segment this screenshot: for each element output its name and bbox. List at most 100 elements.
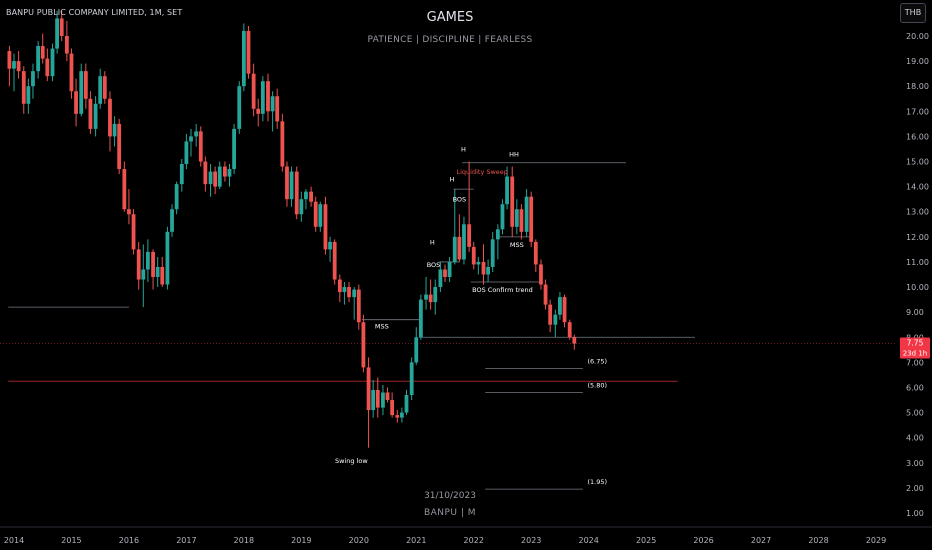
x-tick-label: 2020 [349, 536, 369, 545]
candle [203, 156, 208, 192]
candle [251, 63, 256, 117]
annotation-label: Liquidity Sweep [456, 168, 507, 176]
annotation-label: MSS [510, 241, 524, 249]
candle [270, 91, 275, 132]
candle [447, 256, 452, 283]
candle [457, 214, 462, 262]
y-tick-label: 19.00 [906, 57, 929, 66]
candle [55, 10, 59, 54]
candle [256, 98, 261, 127]
candle [16, 51, 21, 79]
candle [151, 249, 155, 290]
candle [395, 410, 400, 423]
candle [26, 78, 31, 114]
candle [519, 204, 524, 240]
candle [304, 189, 308, 210]
candle [45, 48, 50, 82]
y-tick-label: 12.00 [906, 233, 929, 242]
candle [309, 186, 314, 207]
candle [141, 244, 146, 308]
candle [69, 48, 74, 99]
candle [443, 264, 447, 283]
candle [98, 68, 103, 109]
candle [318, 201, 323, 232]
candle [438, 261, 443, 293]
candle [179, 159, 184, 192]
x-tick-label: 2017 [176, 536, 196, 545]
candle [428, 279, 433, 310]
candle [79, 63, 84, 117]
candle [108, 91, 112, 152]
candle [562, 294, 567, 328]
x-tick-label: 2014 [4, 536, 24, 545]
candle [510, 166, 515, 237]
annotation-label: (6.75) [588, 358, 608, 366]
chart-subtitle: PATIENCE | DISCIPLINE | FEARLESS [367, 35, 533, 45]
x-tick-label: 2025 [636, 536, 656, 545]
y-tick-label: 5.00 [906, 409, 924, 418]
candle [332, 239, 337, 285]
candle [524, 189, 529, 237]
candle [285, 161, 289, 207]
candle [131, 209, 136, 255]
candle [64, 20, 69, 62]
annotation-label: BOS [453, 196, 467, 204]
price-tag: 7.75 23d 1h [900, 337, 930, 359]
y-tick-label: 9.00 [906, 308, 924, 317]
annotation-label: MSS [375, 322, 389, 330]
candle [194, 123, 199, 147]
candle [74, 78, 78, 127]
annotation-label: H [430, 238, 435, 246]
y-tick-label: 17.00 [906, 107, 929, 116]
candle [381, 384, 385, 416]
candle [227, 164, 232, 187]
candle [371, 379, 376, 418]
candle [409, 357, 414, 401]
candle [160, 256, 165, 288]
candle [217, 161, 222, 190]
candle [145, 239, 150, 283]
currency-button[interactable]: THB [900, 3, 926, 23]
candle [213, 166, 218, 195]
bar-countdown: 23d 1h [903, 350, 927, 358]
chart-title: GAMES [426, 10, 474, 25]
y-tick-label: 6.00 [906, 383, 924, 392]
x-tick-label: 2022 [464, 536, 484, 545]
levels-layer [0, 162, 896, 490]
candle [323, 196, 328, 255]
x-tick-label: 2015 [61, 536, 81, 545]
y-tick-label: 13.00 [906, 208, 929, 217]
candle [418, 294, 423, 340]
candle [313, 196, 318, 232]
candle [452, 189, 457, 265]
candle [198, 126, 203, 167]
candle [375, 377, 380, 418]
annotation-label: BOS [427, 261, 441, 269]
candle [462, 216, 466, 265]
x-tick-label: 2018 [234, 536, 254, 545]
candle [93, 96, 98, 137]
y-tick-label: 4.00 [906, 434, 924, 443]
candle [275, 88, 280, 129]
candle [424, 277, 428, 310]
symbol-period-label: BANPU | M [423, 508, 477, 518]
candle [500, 199, 505, 235]
candle [36, 41, 41, 79]
candle [165, 226, 170, 290]
x-tick-label: 2023 [521, 536, 541, 545]
y-tick-label: 20.00 [906, 32, 929, 41]
candle [347, 282, 351, 303]
candle [31, 63, 35, 99]
candle [88, 91, 93, 134]
candle [184, 133, 189, 170]
candle [122, 161, 127, 212]
candle [170, 204, 174, 237]
candle [246, 25, 251, 79]
candle [174, 181, 179, 215]
candle [390, 392, 395, 418]
y-tick-label: 7.00 [906, 358, 924, 367]
candle [112, 116, 117, 147]
x-tick-label: 2029 [866, 536, 886, 545]
